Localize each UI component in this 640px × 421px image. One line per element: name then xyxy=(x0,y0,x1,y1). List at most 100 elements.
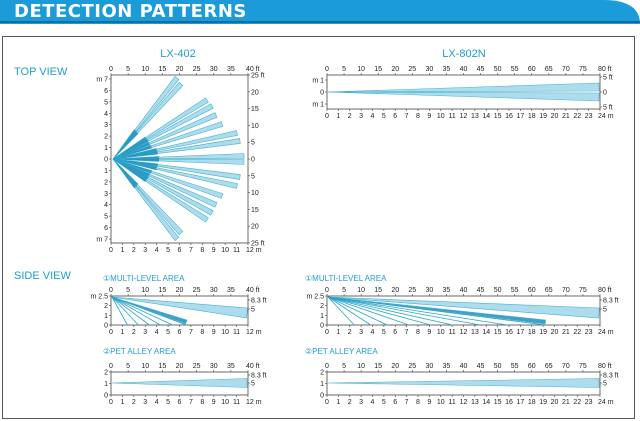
lx802n-side-pet-ft-axis-tick-label: 65 xyxy=(545,363,553,370)
lx802n-side-pet-m-axis-tick-label: 8 xyxy=(416,399,420,406)
lx802n-side-multi-ft-axis-tick-label: 75 xyxy=(579,287,587,294)
model-lx402-label: LX-402 xyxy=(160,48,195,60)
lx402-side-multi-beam-line xyxy=(111,296,173,326)
lx802n-side-multi-m-axis-tick-label: 1 xyxy=(336,329,340,336)
top-view-label: TOP VIEW xyxy=(14,66,68,78)
lx802n-side-pet-m-axis-tick-label: 5 xyxy=(382,399,386,406)
lx402-side-pet-ft-axis-tick-label: 20 xyxy=(176,363,184,370)
lx402-top-m-axis-tick-label: 10 xyxy=(221,247,229,254)
lx402-side-pet-m-axis-tick-label: 11 xyxy=(233,399,240,406)
lx802n-top-m-axis-tick-label: 19 xyxy=(539,113,547,120)
lx402-top-ft-axis-tick-label: 15 xyxy=(158,66,166,73)
pet-alley-label-right: ②PET ALLEY AREA xyxy=(305,347,378,356)
lx402-side-pet-ft-side-axis-tick-label: 5 xyxy=(251,381,255,388)
lx402-side-multi-far-zone xyxy=(111,296,248,319)
lx802n-side-pet-ft-axis-tick-label: 20 xyxy=(391,363,399,370)
lx802n-side-pet-m-axis-tick-label: 0 xyxy=(325,399,329,406)
lx402-top-ft-side-axis-tick-label: 15 xyxy=(251,106,259,113)
lx802n-top-ft-axis-tick-label: 25 xyxy=(408,66,416,73)
lx802n-top-ft-axis-tick-label: 55 xyxy=(511,66,519,73)
lx802n-top-m-axis-tick-label: 6 xyxy=(393,113,397,120)
lx402-side-multi-m-axis-tick-label: 2 xyxy=(132,329,136,336)
lx802n-side-pet-m-axis-tick-label: 13 xyxy=(471,399,479,406)
lx402-top-m-side-axis-tick-label: 4 xyxy=(104,202,108,209)
lx402-top-ft-axis-tick-label: 10 xyxy=(141,66,149,73)
lx402-side-multi-m-axis-tick-label: 1 xyxy=(120,329,124,336)
lx402-side-pet-m-side-axis-tick-label: 1 xyxy=(104,381,108,388)
lx402-side-multi-m-axis-tick-label: 5 xyxy=(166,329,170,336)
lx402-top-m-axis-tick-label: 5 xyxy=(166,247,170,254)
lx402-side-multi-m-axis-tick-label: 10 xyxy=(221,329,229,336)
lx402-top-m-side-axis-tick-label: 5 xyxy=(104,214,108,221)
lx802n-top-m-axis-tick-label: 18 xyxy=(528,113,536,120)
lx402-top-m-side-axis-tick-label: 5 xyxy=(104,99,108,106)
lx802n-top-m-axis-tick-label: 17 xyxy=(516,113,524,120)
banner-background xyxy=(0,0,640,24)
lx802n-top-ft-axis-tick-label: 75 xyxy=(579,66,587,73)
lx802n-top-ft-axis-tick-label: 30 xyxy=(425,66,433,73)
lx802n-side-pet-m-axis-tick-label: 23 xyxy=(585,399,593,406)
lx402-side-pet-m-axis-tick-label: 10 xyxy=(221,399,229,406)
lx402-top-ft-side-axis-tick-label: 5 xyxy=(251,140,255,147)
lx802n-side-pet-m-axis-tick-label: 18 xyxy=(528,399,536,406)
lx802n-top-ft-side-axis-tick-label: 5 ft xyxy=(603,105,613,112)
lx802n-side-multi-ft-axis-tick-label: 25 xyxy=(408,287,416,294)
lx402-top-near-zone xyxy=(112,158,148,183)
lx402-side-multi-m-axis-tick-label: 6 xyxy=(178,329,182,336)
lx402-side-multi-ft-axis-tick-label: 0 xyxy=(109,287,113,294)
lx402-side-pet-ft-axis-tick-label: 30 xyxy=(210,363,218,370)
lx802n-top-m-axis-tick-label: 12 xyxy=(460,113,468,120)
lx802n-side-multi-m-axis-tick-label: 24 m xyxy=(598,329,614,336)
lx802n-top-ft-axis-tick-label: 80 ft xyxy=(598,66,612,73)
lx402-top-m-axis-tick-label: 2 xyxy=(132,247,136,254)
lx802n-side-pet-ft-axis-tick-label: 0 xyxy=(325,363,329,370)
lx802n-side-multi-ft-axis-tick-label: 15 xyxy=(374,287,382,294)
lx402-side-pet-m-side-axis-tick-label: 2 xyxy=(104,370,108,377)
lx402-side-multi-m-axis-tick-label: 0 xyxy=(109,329,113,336)
lx802n-side-multi-m-axis-tick-label: 5 xyxy=(382,329,386,336)
lx802n-side-pet-m-axis-tick-label: 12 xyxy=(460,399,468,406)
lx802n-top-m-side-axis-tick-label: 0 xyxy=(320,90,324,97)
lx402-side-pet-m-axis-tick-label: 9 xyxy=(212,399,216,406)
lx402-top-m-side-axis-tick-label: 2 xyxy=(104,179,108,186)
lx802n-side-pet-ft-axis-tick-label: 25 xyxy=(408,363,416,370)
lx402-top-near-zone xyxy=(112,141,151,160)
lx802n-side-multi-ft-axis-tick-label: 60 xyxy=(528,287,536,294)
lx802n-side-pet-ft-axis-tick-label: 80 ft xyxy=(598,363,612,370)
lx402-side-multi-ft-axis-tick-label: 35 xyxy=(227,287,235,294)
lx802n-side-multi-ft-axis-tick-label: 70 xyxy=(562,287,570,294)
lx802n-side-multi-m-axis-tick-label: 16 xyxy=(505,329,513,336)
page-title: DETECTION PATTERNS xyxy=(14,1,247,22)
lx802n-top-m-axis-tick-label: 9 xyxy=(427,113,431,120)
lx402-top-m-side-axis-tick-label: 6 xyxy=(104,225,108,232)
lx402-side-pet-pet-zone xyxy=(111,378,248,388)
lx402-side-multi-beam-line xyxy=(111,296,139,326)
lx802n-top-ft-axis-tick-label: 65 xyxy=(545,66,553,73)
lx402-top-ft-side-axis-tick-label: 0 xyxy=(251,157,255,164)
lx802n-side-pet-ft-axis-tick-label: 15 xyxy=(374,363,382,370)
lx402-top-near-zone xyxy=(112,144,152,160)
lx802n-side-pet-m-axis-tick-label: 6 xyxy=(393,399,397,406)
pet-alley-label-left: ②PET ALLEY AREA xyxy=(103,347,176,356)
lx802n-side-multi-beam-line xyxy=(327,296,355,326)
lx802n-side-multi-ft-axis-tick-label: 10 xyxy=(357,287,365,294)
lx402-side-pet-m-axis-tick-label: 7 xyxy=(189,399,193,406)
lx802n-side-multi-ft-side-axis-tick-label: 5 xyxy=(603,307,607,314)
lx802n-side-pet-m-axis-tick-label: 9 xyxy=(427,399,431,406)
model-lx802n-label: LX-802N xyxy=(442,48,485,60)
lx802n-side-pet-m-axis-tick-label: 22 xyxy=(573,399,581,406)
lx402-top-m-axis-tick-label: 9 xyxy=(212,247,216,254)
lx802n-top-m-axis-tick-label: 2 xyxy=(348,113,352,120)
lx802n-side-pet-ft-side-axis-tick-label: 5 xyxy=(603,381,607,388)
lx802n-top-m-axis-tick-label: 15 xyxy=(494,113,502,120)
lx402-top-m-side-axis-tick-label: 6 xyxy=(104,88,108,95)
lx802n-top-m-axis-tick-label: 7 xyxy=(405,113,409,120)
lx402-side-pet-m-axis-tick-label: 3 xyxy=(143,399,147,406)
lx402-side-pet-m-axis-tick-label: 0 xyxy=(109,399,113,406)
lx402-top-m-axis-tick-label: 0 xyxy=(109,247,113,254)
lx802n-side-multi-beam-line xyxy=(327,296,453,326)
lx402-top-ft-axis-tick-label: 0 xyxy=(109,66,113,73)
lx802n-top-ft-axis-tick-label: 60 xyxy=(528,66,536,73)
lx402-side-multi-m-axis-tick-label: 3 xyxy=(143,329,147,336)
lx802n-top-m-axis-tick-label: 3 xyxy=(359,113,363,120)
